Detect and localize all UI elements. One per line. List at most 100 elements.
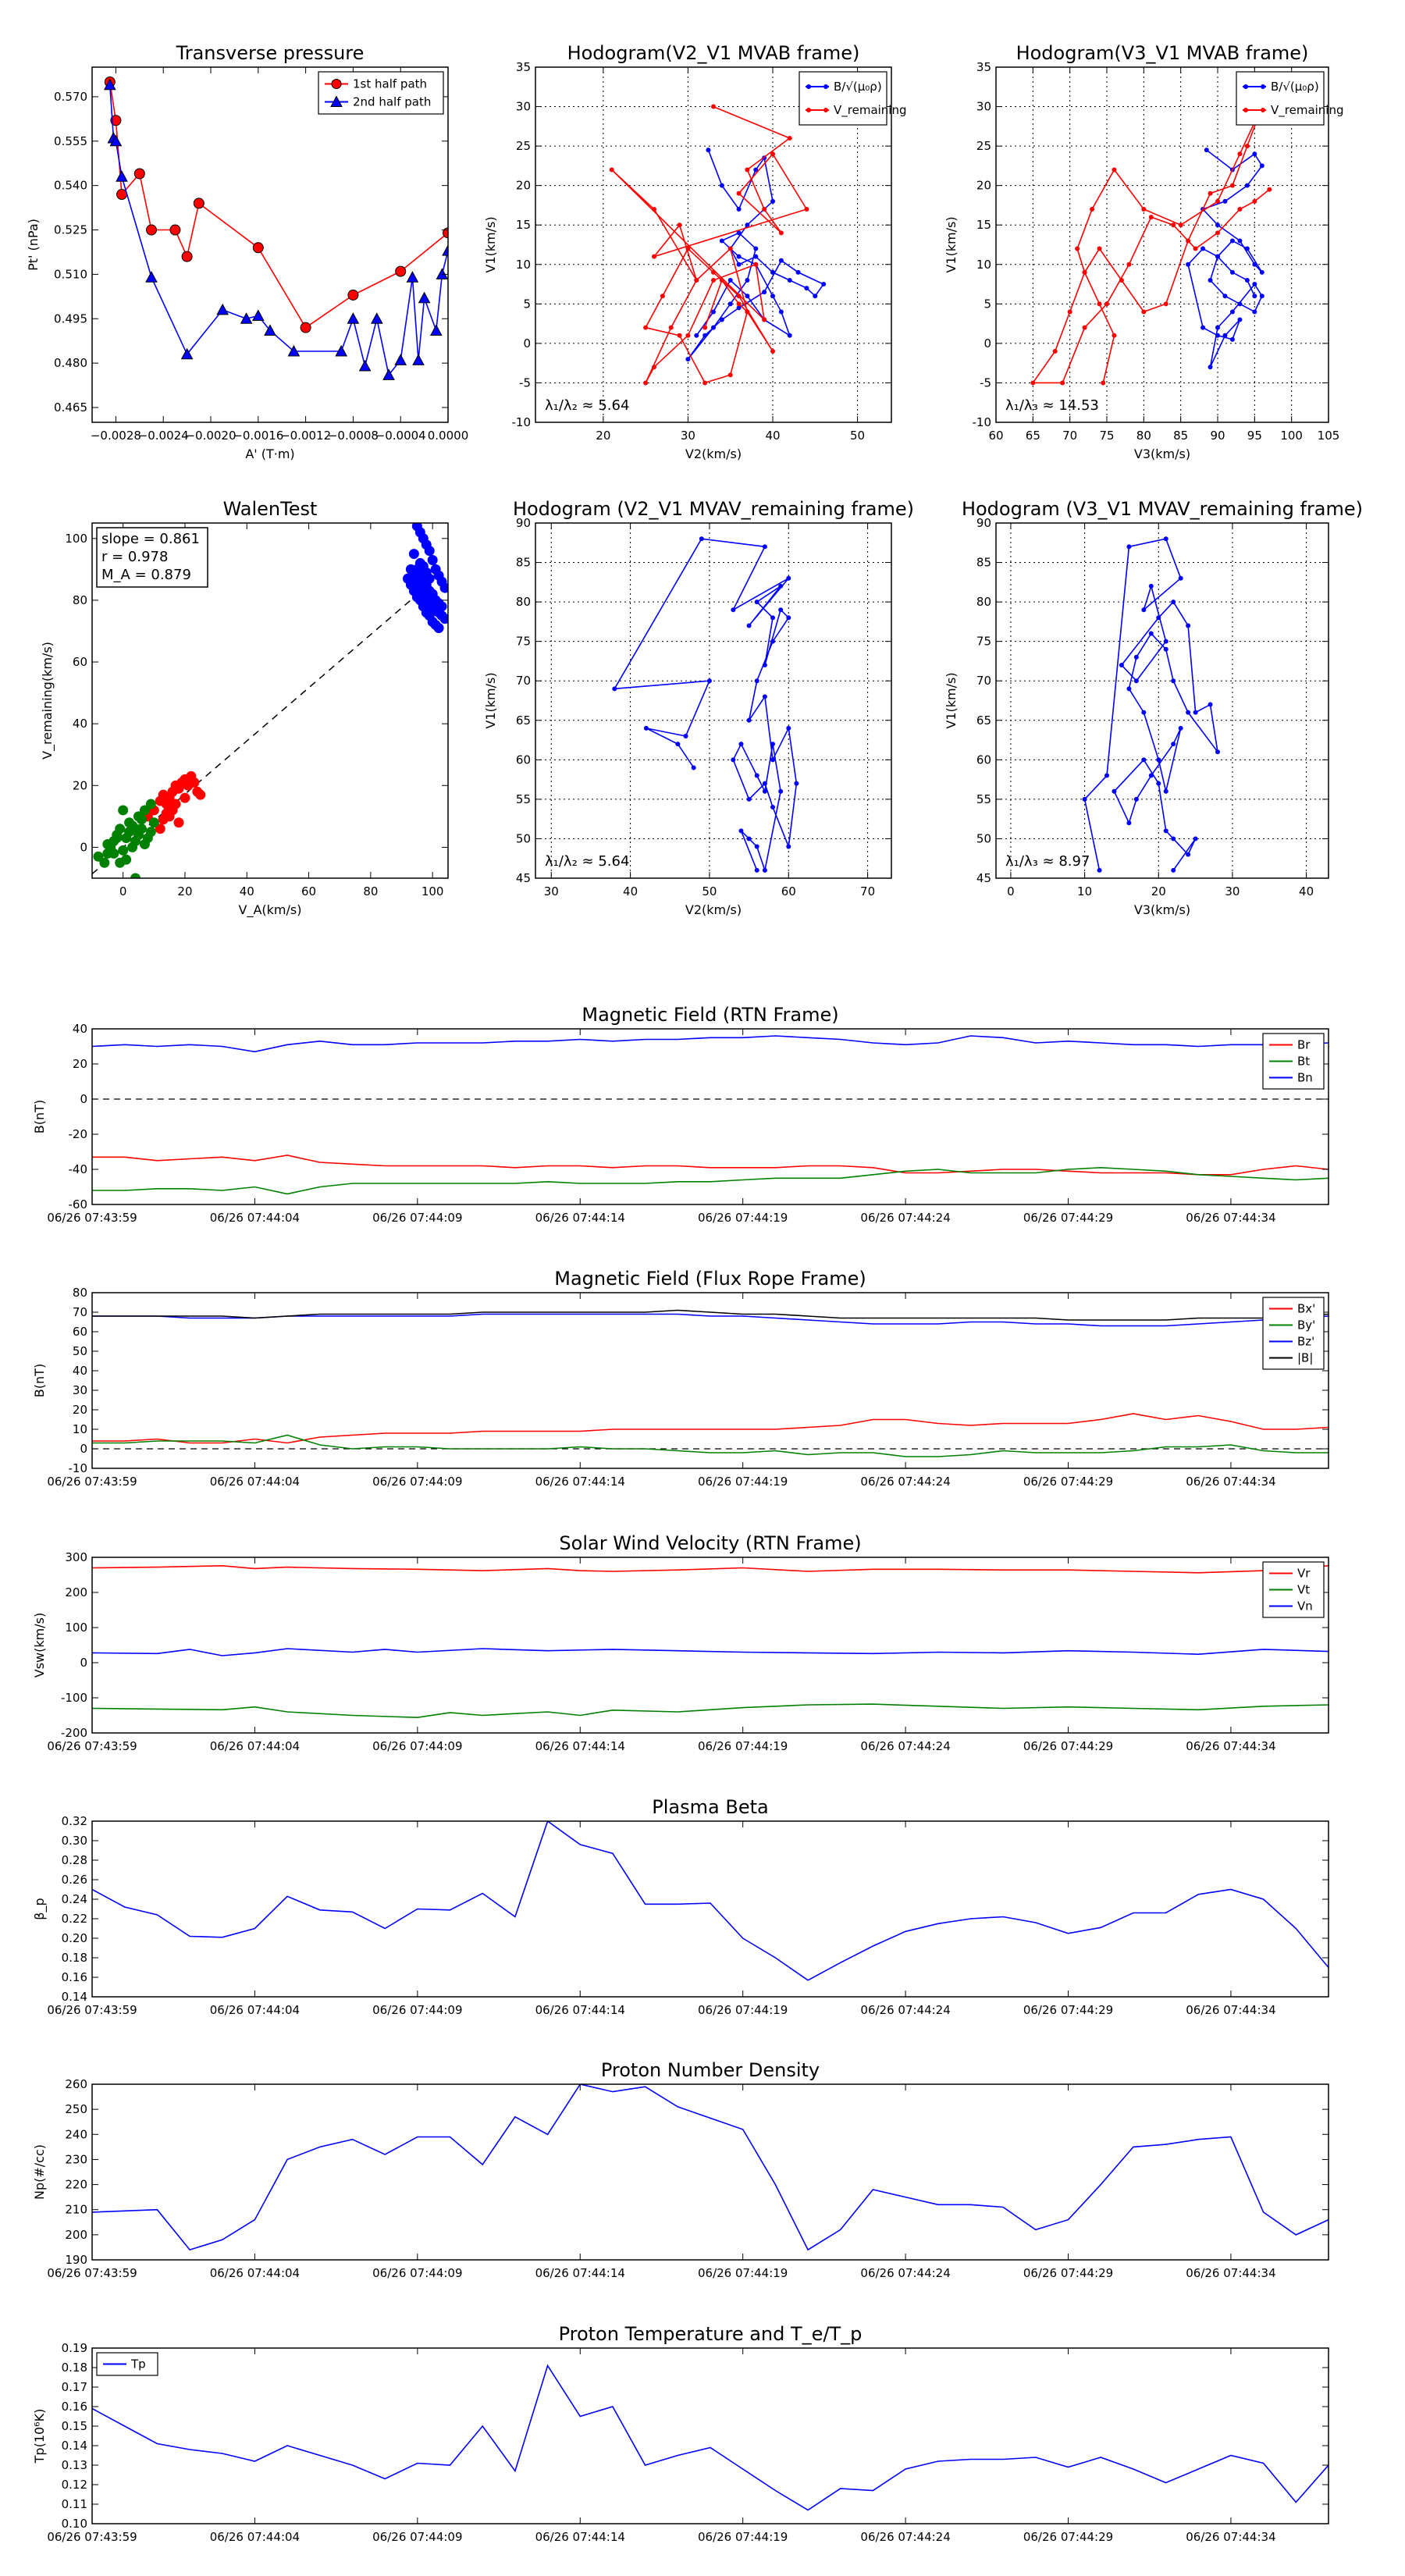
x-tick-label: 20 — [177, 884, 192, 898]
data-point — [1215, 333, 1220, 338]
y-tick-label: -10 — [69, 1461, 88, 1475]
x-tick-label: 06/26 07:44:24 — [860, 1475, 950, 1489]
x-tick-label: 06/26 07:44:09 — [372, 1475, 462, 1489]
data-point — [711, 309, 716, 315]
legend-label: Vr — [1297, 1567, 1311, 1581]
data-point — [1052, 349, 1058, 354]
y-tick-label: 0.22 — [62, 1912, 87, 1926]
y-tick-label: -10 — [973, 415, 992, 429]
data-point — [1126, 262, 1132, 267]
data-point — [1104, 773, 1109, 778]
y-tick-label: 10 — [976, 258, 991, 272]
y-tick-label: 70 — [976, 674, 991, 688]
chart-mag_rtn: 06/26 07:43:59 06/26 07:44:04 06/26 07:44:… — [32, 1004, 1329, 1225]
y-tick-label: -200 — [61, 1726, 87, 1740]
series-line-beta — [92, 1821, 1329, 1981]
data-point — [1126, 544, 1132, 550]
y-axis-label: β_p — [32, 1898, 48, 1920]
data-point — [1141, 207, 1147, 212]
data-point — [1229, 309, 1235, 315]
eigenvalue-ratio: λ₁/λ₂ ≈ 5.64 — [545, 397, 629, 414]
y-tick-label: 220 — [65, 2178, 87, 2192]
x-tick-label: 06/26 07:44:29 — [1023, 2266, 1113, 2280]
data-point — [1148, 631, 1154, 636]
x-tick-label: 06/26 07:44:34 — [1186, 1475, 1275, 1489]
data-point — [1171, 836, 1176, 841]
y-tick-label: 300 — [65, 1550, 87, 1564]
data-point — [1244, 183, 1250, 188]
data-point — [778, 230, 784, 236]
data-point — [136, 814, 147, 825]
plot-area — [92, 2084, 1329, 2251]
y-tick-label: 0.10 — [62, 2517, 87, 2531]
data-point — [753, 246, 759, 251]
y-tick-label: 0.24 — [62, 1892, 87, 1906]
data-point — [395, 265, 407, 277]
y-axis-label: B(nT) — [32, 1100, 47, 1133]
y-tick-label: 0.16 — [62, 2400, 87, 2414]
data-point — [706, 148, 711, 153]
y-tick-label: 0.510 — [54, 267, 87, 281]
data-point — [770, 639, 775, 644]
plot-area — [92, 1564, 1329, 1719]
legend-marker — [330, 95, 343, 107]
data-point — [112, 833, 123, 844]
series-line-V — [1083, 538, 1218, 871]
legend-marker — [806, 84, 811, 89]
data-point — [1244, 278, 1250, 283]
y-tick-label: 65 — [516, 713, 531, 728]
x-tick-label: 06/26 07:44:19 — [698, 2003, 788, 2017]
data-point — [127, 841, 138, 852]
y-tick-label: 90 — [516, 516, 531, 530]
data-point — [1252, 282, 1257, 287]
data-point — [1148, 215, 1154, 220]
x-tick-label: 80 — [1136, 429, 1151, 443]
data-point — [1156, 757, 1161, 763]
y-axis-label: Vsw(km/s) — [32, 1613, 47, 1678]
data-point — [1082, 269, 1087, 275]
x-tick-label: 06/26 07:44:34 — [1186, 1211, 1275, 1225]
y-tick-label: 15 — [976, 218, 991, 232]
series-line-B/√(μ₀ρ) — [1187, 149, 1263, 368]
y-tick-label: 0.14 — [62, 1990, 87, 2004]
stats-line: r = 0.978 — [101, 549, 168, 565]
data-point — [1215, 230, 1220, 236]
legend-label: |B| — [1297, 1351, 1313, 1365]
data-point — [685, 246, 691, 251]
data-point — [1171, 867, 1176, 873]
x-tick-label: 105 — [1318, 429, 1340, 443]
x-tick-label: 06/26 07:44:34 — [1186, 2530, 1275, 2544]
data-point — [1112, 788, 1117, 794]
data-point — [1148, 583, 1154, 589]
legend-label: V_remaining — [1271, 103, 1344, 118]
series-line-Np — [92, 2084, 1329, 2251]
data-point — [1244, 144, 1250, 149]
data-point — [745, 294, 750, 299]
data-point — [1229, 336, 1235, 342]
x-tick-label: 06/26 07:44:29 — [1023, 1211, 1113, 1225]
plot-area — [93, 523, 448, 878]
data-point — [711, 325, 716, 330]
data-point — [1030, 380, 1036, 386]
data-point — [1156, 615, 1161, 621]
data-point — [1090, 207, 1095, 212]
x-tick-label: 85 — [1173, 429, 1188, 443]
x-tick-label: 0.0000 — [428, 429, 469, 443]
plot-area — [103, 76, 448, 380]
legend-label: Bx' — [1297, 1302, 1315, 1316]
x-tick-label: 40 — [1299, 884, 1314, 898]
data-point — [754, 600, 759, 605]
data-point — [770, 294, 775, 299]
y-axis-label: Pt' (nPa) — [26, 219, 41, 271]
x-tick-label: 40 — [240, 884, 254, 898]
y-tick-label: 60 — [976, 753, 991, 767]
axes-frame — [91, 66, 449, 423]
y-tick-label: 210 — [65, 2203, 87, 2217]
data-point — [711, 278, 716, 283]
data-point — [1133, 796, 1139, 802]
data-point — [240, 312, 253, 324]
fit-line — [91, 594, 418, 875]
legend-marker — [1261, 84, 1265, 89]
data-point — [786, 575, 791, 581]
x-tick-label: 75 — [1099, 429, 1114, 443]
